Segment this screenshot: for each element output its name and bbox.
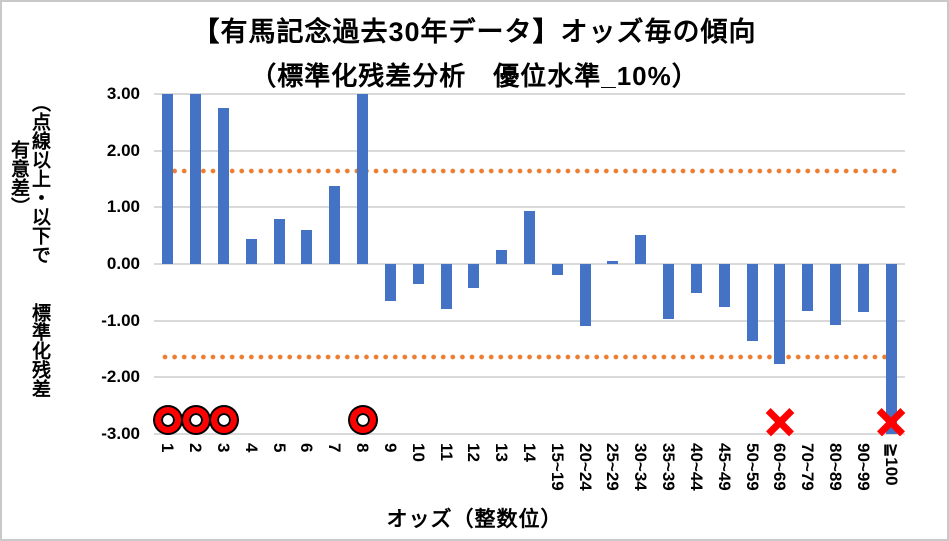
gridline [154, 433, 905, 435]
x-tick-label: 12 [464, 443, 484, 462]
x-tick-label: 50~59 [742, 443, 762, 491]
bar-12 [468, 264, 480, 288]
x-tick-label: 70~79 [798, 443, 818, 491]
x-tick-label: 45~49 [714, 443, 734, 491]
bar-70~79 [802, 264, 814, 312]
x-tick-label: 80~89 [825, 443, 845, 491]
bar-5 [273, 218, 285, 264]
x-tick-label: 10 [408, 443, 428, 462]
circle-marker-3 [210, 407, 237, 433]
y-axis-title-note: （点線以上・以下で有意差） [8, 92, 50, 264]
x-tick-label: 3 [214, 443, 234, 453]
gridline [154, 206, 905, 209]
bar-50~59 [746, 264, 758, 342]
x-axis-title: オッズ（整数位） [386, 508, 563, 531]
bar-2 [190, 94, 202, 264]
gridline [154, 93, 905, 95]
bar-7 [329, 186, 341, 264]
y-tick-label: 2.00 [106, 140, 140, 160]
gridline [154, 149, 905, 152]
bar-80~89 [829, 264, 841, 325]
bar-35~39 [663, 264, 675, 319]
gridline [154, 319, 905, 322]
y-tick-label: -3.00 [101, 424, 140, 443]
bar-3 [218, 108, 230, 264]
x-tick-label: ≧100 [881, 443, 901, 486]
bar-11 [440, 264, 452, 310]
x-tick-label: 60~69 [770, 443, 790, 491]
bar-10 [412, 264, 424, 284]
chart-subtitle: （標準化残差分析 優位水準_10%） [250, 61, 699, 91]
chart-title: 【有馬記念過去30年データ】オッズ毎の傾向 [192, 17, 757, 47]
bar-14 [524, 211, 535, 264]
significance-threshold-line-lower [161, 354, 898, 361]
x-tick-label: 6 [297, 443, 317, 453]
bar-45~49 [718, 264, 730, 308]
bar-25~29 [607, 261, 619, 264]
x-tick-label: 5 [269, 443, 289, 453]
significance-threshold-line-upper [161, 167, 898, 174]
x-tick-label: 30~34 [631, 443, 651, 491]
circle-marker-1 [154, 407, 181, 433]
x-tick-label: 9 [380, 443, 400, 453]
bar-6 [301, 230, 313, 264]
bar-90~99 [857, 264, 869, 313]
bar-8 [357, 94, 369, 264]
x-tick-label: 13 [492, 443, 512, 462]
y-tick-label: 0.00 [106, 254, 140, 273]
x-tick-label: 20~24 [575, 443, 595, 491]
x-marker-60~69 [763, 405, 797, 439]
bar-≧100 [885, 264, 897, 434]
bar-9 [384, 264, 396, 301]
y-axis-title-main: 標準化残差 [29, 302, 50, 398]
x-tick-label: 8 [353, 443, 373, 453]
y-axis-title: （点線以上・以下で有意差） 標準化残差 [8, 92, 50, 436]
y-tick-label: -1.00 [101, 310, 140, 330]
x-tick-label: 40~44 [686, 443, 706, 491]
bar-30~34 [635, 235, 647, 264]
x-tick-label: 90~99 [853, 443, 873, 491]
y-tick-label: -2.00 [101, 367, 140, 387]
y-tick-label: 3.00 [106, 84, 140, 103]
x-tick-label: 14 [520, 443, 539, 462]
x-tick-label: 4 [241, 443, 261, 453]
bar-13 [496, 249, 508, 264]
x-tick-label: 2 [186, 443, 206, 453]
bar-60~69 [774, 264, 786, 365]
bar-20~24 [579, 264, 591, 327]
x-tick-label: 7 [325, 443, 345, 453]
x-tick-label: 25~29 [603, 443, 623, 491]
circle-marker-8 [349, 407, 376, 433]
bar-40~44 [690, 264, 702, 294]
circle-marker-2 [182, 407, 209, 433]
x-tick-label: 11 [436, 443, 456, 461]
x-marker-≧100 [874, 405, 908, 439]
y-tick-label: 1.00 [106, 197, 140, 217]
x-tick-label: 15~19 [547, 443, 567, 491]
bar-15~19 [551, 264, 563, 275]
bar-1 [162, 94, 174, 264]
bar-4 [245, 238, 257, 264]
gridline [154, 376, 905, 379]
x-tick-label: 35~39 [659, 443, 679, 491]
gridline [154, 263, 905, 265]
x-tick-label: 1 [158, 443, 178, 453]
